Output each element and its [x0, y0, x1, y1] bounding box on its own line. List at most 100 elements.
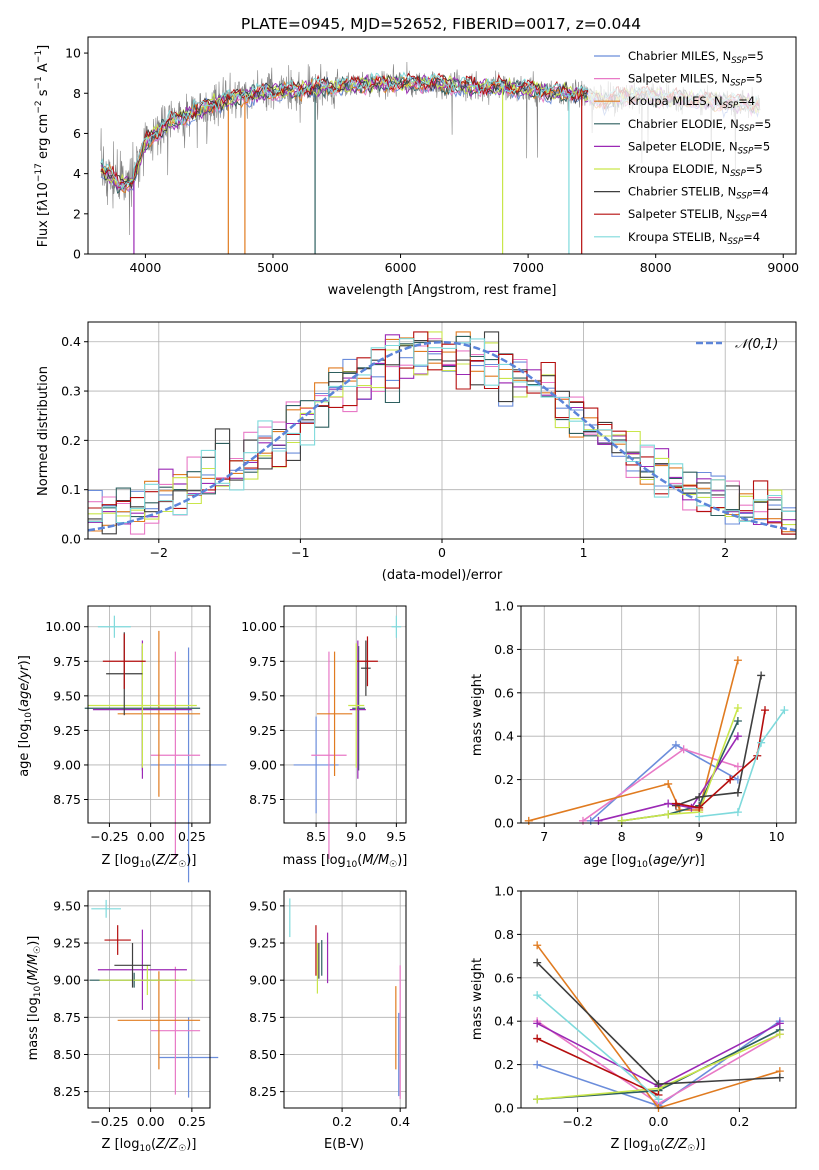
errorbar-kroupa-elodie	[348, 643, 365, 768]
legend-sub: SSP	[738, 146, 754, 156]
y-tick-label: 10.00	[241, 619, 277, 634]
age-vs-mass-panel: 8.5 9.0 9.5 8.75 9.00 9.25 9.50 9.75 10.00	[241, 605, 407, 859]
mass-vs-z-xlabel: Z [log10(Z/Z☉)]	[102, 1137, 197, 1154]
x-tick-label: 2	[721, 545, 729, 560]
weight-marker	[671, 799, 680, 808]
residuals-ticks: −2 −1 0 1 2 0.0 0.1 0.2 0.3 0.4	[61, 334, 729, 560]
axes-frame	[283, 890, 407, 1109]
y-tick-label: 0.2	[494, 1057, 514, 1072]
weight-marker	[664, 810, 673, 819]
grid	[284, 891, 406, 1108]
y-tick-label: 9.25	[53, 936, 81, 951]
weight-marker	[533, 1095, 542, 1104]
weight-marker	[780, 706, 789, 715]
axes-frame	[87, 605, 211, 824]
errorbar-kroupa-miles	[316, 651, 353, 777]
x-tick-label: 9	[695, 829, 703, 844]
weight-marker	[533, 1019, 542, 1028]
weight-marker	[733, 762, 742, 771]
legend-label: Kroupa ELODIE, NSSP=5	[628, 162, 763, 179]
x-tick-label: 0.25	[178, 1114, 206, 1129]
y-tick-label: 8	[73, 86, 81, 101]
axes-frame	[520, 605, 797, 824]
errorbar-kroupa-miles	[117, 630, 201, 797]
errorbar-salpeter-stelib	[102, 633, 146, 689]
ticks: −0.25 0.00 0.25 8.25 8.50 8.75 9.00 9.25 9.50	[53, 898, 206, 1129]
legend-rest: =5	[753, 139, 770, 153]
y-tick-label: 9.50	[53, 898, 81, 913]
legend-box	[588, 44, 790, 250]
errorbar-salpeter-miles	[150, 966, 201, 1095]
weight-vs-z-xlabel: Z [log10(Z/Z☉)]	[611, 1137, 706, 1154]
errorbar-kroupa-elodie	[88, 643, 197, 768]
weight-line-chabrier-miles	[590, 743, 739, 822]
errorbar-salpeter-elodie	[97, 929, 187, 1010]
weight-line-chabrier-stelib	[675, 675, 762, 807]
errorbar-salpeter-stelib	[357, 636, 378, 687]
ticks: 8.5 9.0 9.5 8.75 9.00 9.25 9.50 9.75 10.00	[241, 619, 406, 844]
weight-marker	[733, 732, 742, 741]
residuals-ylabel: Normed distribution	[36, 366, 51, 496]
weight-marker	[733, 788, 742, 797]
spectrum-ticks: 4000 5000 6000 7000 8000 9000 0 2 4 6 8 10	[65, 46, 799, 275]
errorbar-kroupa-miles	[117, 971, 201, 1070]
weight-marker	[533, 958, 542, 967]
x-tick-label: −0.25	[90, 829, 128, 844]
weight-marker	[594, 816, 603, 825]
y-tick-label: 9.00	[53, 757, 81, 772]
y-tick-label: 9.25	[249, 723, 277, 738]
errorbar-kroupa-stelib	[391, 615, 402, 638]
x-tick-label: 7000	[512, 260, 544, 275]
spectrum-legend: Chabrier MILES, NSSP=5 Salpeter MILES, NS…	[588, 44, 790, 250]
weight-marker	[687, 803, 696, 812]
legend-rest: =4	[751, 207, 768, 221]
y-tick-label: 0.0	[494, 1101, 514, 1116]
weight-marker	[533, 941, 542, 950]
spectrum-frame	[87, 36, 797, 255]
legend-rest: =4	[752, 185, 769, 199]
weight-line-salpeter-elodie	[598, 735, 739, 822]
mass-vs-z-ylabel: mass [log10(M/M☉)]	[26, 936, 43, 1061]
x-tick-label: −0.2	[562, 1114, 592, 1129]
grid	[88, 891, 210, 1108]
weight-vs-z-panel: −0.2 0.0 0.2 0.0 0.2 0.4 0.6 0.8 1.0	[494, 884, 797, 1129]
y-tick-label: 9.25	[249, 936, 277, 951]
y-tick-label: 8.75	[53, 792, 81, 807]
errorbar-chabrier-miles	[158, 1017, 219, 1098]
legend-sub: SSP	[735, 214, 751, 224]
normal-curve	[87, 340, 797, 532]
weight-marker	[726, 775, 735, 784]
y-tick-label: 9.00	[53, 973, 81, 988]
residuals-xlabel: (data-model)/error	[382, 568, 503, 583]
y-tick-label: 8.25	[249, 1084, 277, 1099]
legend-sub: SSP	[730, 169, 746, 179]
legend-label: Chabrier STELIB, NSSP=4	[628, 185, 769, 202]
y-tick-label: 0.4	[61, 334, 81, 349]
y-tick-label: 0.0	[61, 532, 81, 547]
mass-vs-z-panel: −0.25 0.00 0.25 8.25 8.50 8.75 9.00 9.25 9.50	[53, 890, 219, 1129]
errorbar-kroupa-stelib	[97, 615, 131, 638]
legend-rest: =5	[746, 162, 763, 176]
series	[524, 656, 789, 825]
y-tick-label: 9.00	[249, 757, 277, 772]
y-tick-label: 8.75	[249, 792, 277, 807]
weight-line-kroupa-stelib	[699, 709, 786, 818]
axes-frame	[520, 890, 797, 1109]
y-tick-label: 0	[73, 247, 81, 262]
x-tick-label: 8	[618, 829, 626, 844]
weight-marker	[617, 816, 626, 825]
y-tick-label: 8.75	[53, 1010, 81, 1025]
errorbar-points	[289, 898, 401, 1100]
weight-line-salpeter-stelib	[536, 1037, 659, 1096]
x-tick-label: 0.00	[137, 1114, 165, 1129]
weight-vs-age-panel: 7 8 9 10 0.0 0.2 0.4 0.6 0.8 1.0	[494, 599, 797, 844]
legend-rest: =4	[743, 230, 760, 244]
ticks: −0.25 0.00 0.25 8.75 9.00 9.25 9.50 9.75 10.00	[45, 619, 206, 844]
y-tick-label: 9.25	[53, 723, 81, 738]
weight-marker	[733, 703, 742, 712]
x-tick-label: 0.4	[390, 1114, 410, 1129]
weight-vs-age-ylabel: mass weight	[470, 674, 485, 756]
errorbar-chabrier-miles	[150, 647, 227, 883]
weight-vs-z-ylabel: mass weight	[470, 958, 485, 1040]
